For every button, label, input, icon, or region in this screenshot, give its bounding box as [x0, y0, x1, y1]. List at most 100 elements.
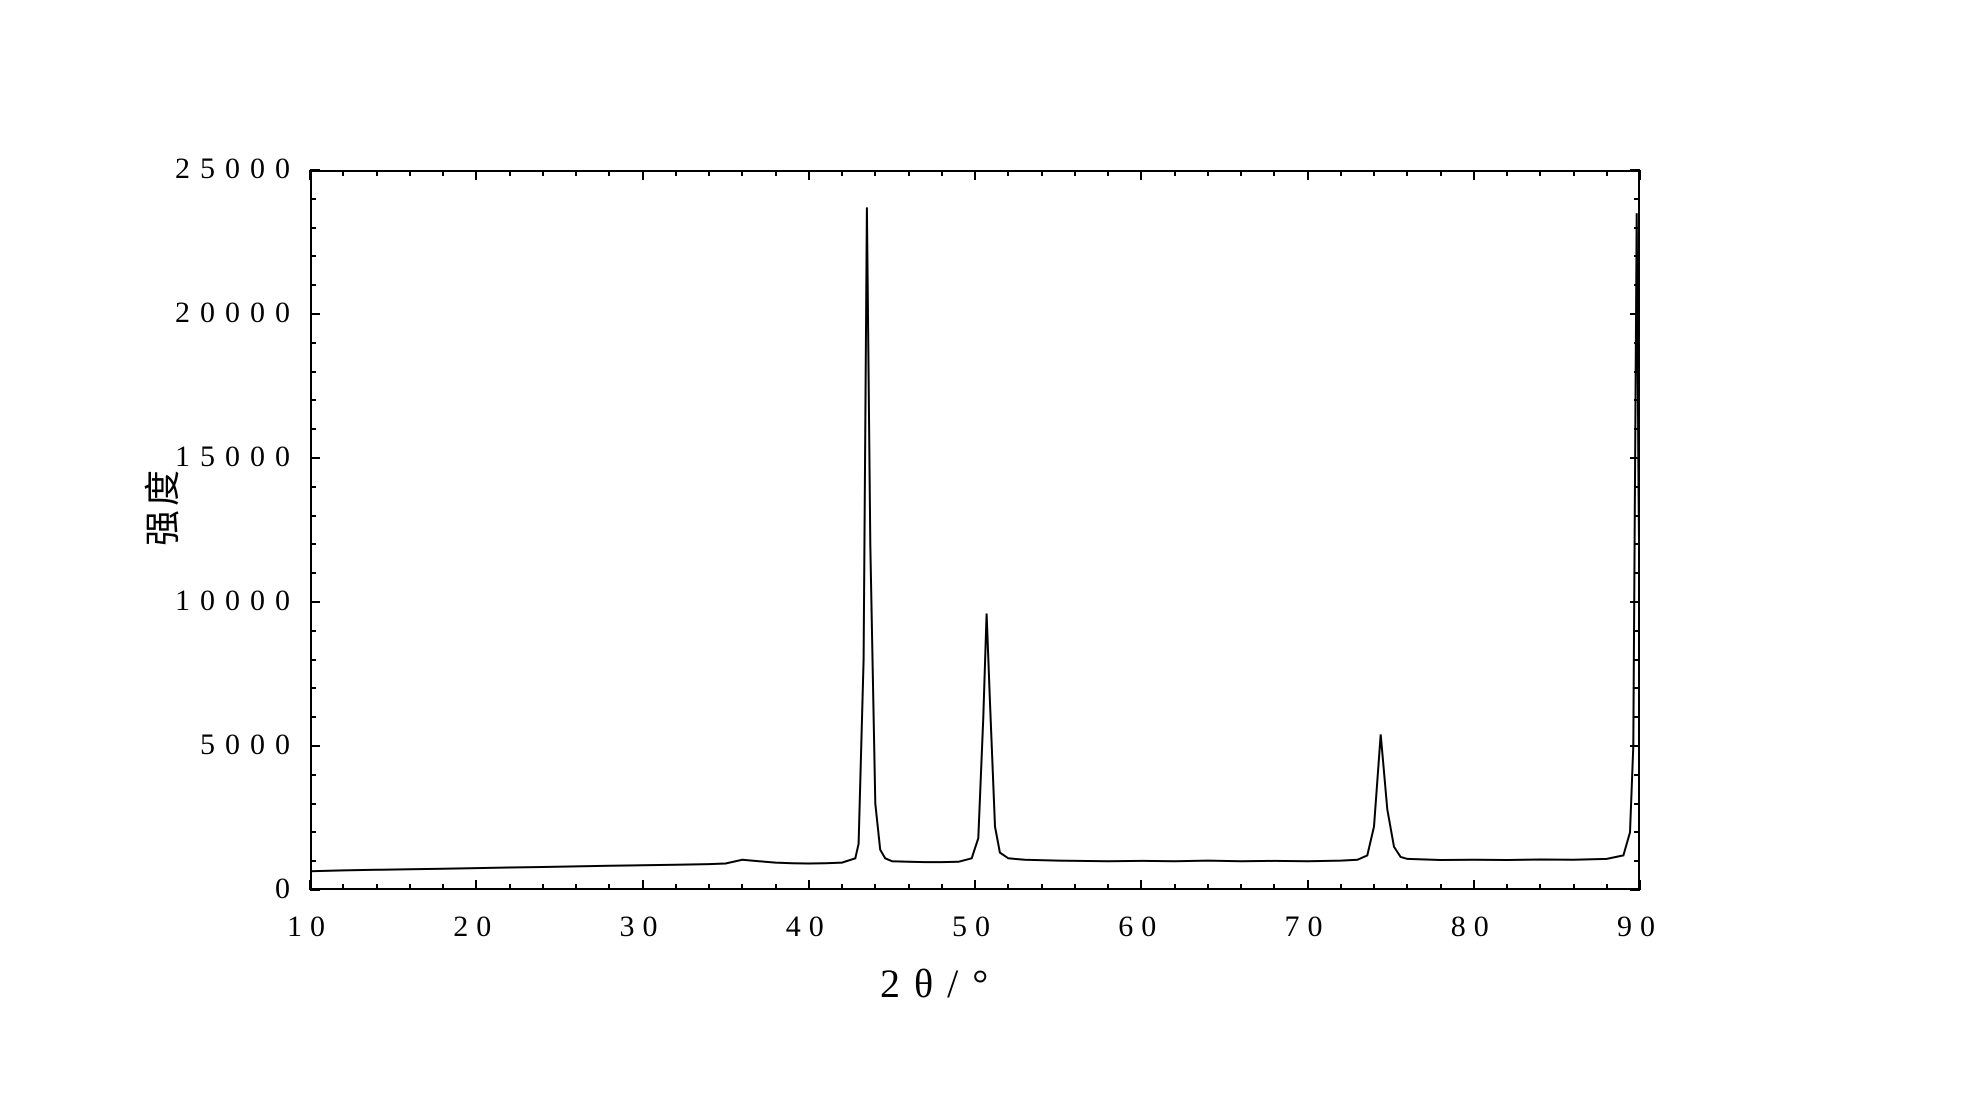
y-minor-tick — [310, 198, 316, 200]
x-minor-tick — [941, 170, 943, 176]
x-minor-tick — [1107, 884, 1109, 890]
y-minor-tick — [310, 342, 316, 344]
y-tick — [310, 745, 320, 747]
x-minor-tick — [874, 170, 876, 176]
x-tick — [974, 170, 976, 180]
x-minor-tick — [908, 884, 910, 890]
y-tick — [310, 889, 320, 891]
x-tick — [1140, 880, 1142, 890]
x-minor-tick — [608, 170, 610, 176]
y-tick — [310, 313, 320, 315]
y-tick — [310, 457, 320, 459]
data-line-svg — [310, 170, 1640, 890]
x-minor-tick — [741, 170, 743, 176]
y-minor-tick — [310, 543, 316, 545]
x-tick — [974, 880, 976, 890]
x-minor-tick — [1240, 170, 1242, 176]
x-minor-tick — [442, 170, 444, 176]
x-minor-tick — [376, 170, 378, 176]
y-minor-tick — [1634, 255, 1640, 257]
y-tick-label: 15000 — [100, 440, 300, 474]
y-tick-label: 25000 — [100, 152, 300, 186]
y-minor-tick — [310, 630, 316, 632]
x-tick — [1473, 170, 1475, 180]
x-minor-tick — [1373, 170, 1375, 176]
y-minor-tick — [1634, 803, 1640, 805]
x-minor-tick — [1074, 170, 1076, 176]
x-minor-tick — [775, 170, 777, 176]
x-minor-tick — [1373, 884, 1375, 890]
y-minor-tick — [1634, 860, 1640, 862]
y-minor-tick — [310, 774, 316, 776]
y-tick-label: 5000 — [100, 728, 300, 762]
y-minor-tick — [1634, 428, 1640, 430]
x-tick — [1307, 170, 1309, 180]
x-minor-tick — [1506, 884, 1508, 890]
x-minor-tick — [1273, 170, 1275, 176]
x-minor-tick — [1440, 884, 1442, 890]
y-minor-tick — [1634, 572, 1640, 574]
x-minor-tick — [1573, 170, 1575, 176]
x-minor-tick — [675, 884, 677, 890]
x-tick-label: 60 — [1118, 910, 1164, 944]
x-axis-label: 2θ/° — [880, 960, 1002, 1007]
x-minor-tick — [409, 884, 411, 890]
y-minor-tick — [310, 284, 316, 286]
x-tick — [309, 880, 311, 890]
y-minor-tick — [310, 515, 316, 517]
x-minor-tick — [1041, 170, 1043, 176]
x-tick — [1473, 880, 1475, 890]
y-tick — [1630, 601, 1640, 603]
y-minor-tick — [1634, 831, 1640, 833]
x-minor-tick — [409, 170, 411, 176]
y-tick-label: 10000 — [100, 584, 300, 618]
y-minor-tick — [1634, 543, 1640, 545]
x-tick-label: 70 — [1285, 910, 1331, 944]
x-minor-tick — [1174, 170, 1176, 176]
x-minor-tick — [1506, 170, 1508, 176]
y-tick — [310, 169, 320, 171]
x-minor-tick — [908, 170, 910, 176]
x-minor-tick — [509, 170, 511, 176]
x-tick-label: 50 — [952, 910, 998, 944]
y-minor-tick — [1634, 399, 1640, 401]
y-minor-tick — [310, 572, 316, 574]
x-minor-tick — [342, 884, 344, 890]
x-minor-tick — [509, 884, 511, 890]
y-minor-tick — [310, 803, 316, 805]
y-minor-tick — [310, 227, 316, 229]
x-minor-tick — [841, 884, 843, 890]
y-minor-tick — [310, 255, 316, 257]
x-minor-tick — [1273, 884, 1275, 890]
y-tick-label: 20000 — [100, 296, 300, 330]
y-tick — [310, 601, 320, 603]
x-minor-tick — [941, 884, 943, 890]
x-minor-tick — [675, 170, 677, 176]
x-minor-tick — [376, 884, 378, 890]
y-minor-tick — [310, 716, 316, 718]
y-minor-tick — [310, 371, 316, 373]
x-minor-tick — [708, 884, 710, 890]
x-minor-tick — [342, 170, 344, 176]
x-minor-tick — [1174, 884, 1176, 890]
y-minor-tick — [310, 428, 316, 430]
x-minor-tick — [1074, 884, 1076, 890]
x-minor-tick — [1207, 170, 1209, 176]
x-minor-tick — [542, 170, 544, 176]
x-minor-tick — [1440, 170, 1442, 176]
y-minor-tick — [1634, 659, 1640, 661]
y-minor-tick — [1634, 198, 1640, 200]
y-minor-tick — [1634, 486, 1640, 488]
x-tick-label: 40 — [786, 910, 832, 944]
x-tick-label: 20 — [453, 910, 499, 944]
x-tick — [642, 170, 644, 180]
y-minor-tick — [1634, 630, 1640, 632]
x-tick — [642, 880, 644, 890]
y-minor-tick — [1634, 284, 1640, 286]
x-minor-tick — [874, 884, 876, 890]
x-minor-tick — [708, 170, 710, 176]
x-minor-tick — [575, 170, 577, 176]
x-minor-tick — [1007, 884, 1009, 890]
x-tick — [1639, 170, 1641, 180]
x-minor-tick — [1007, 170, 1009, 176]
